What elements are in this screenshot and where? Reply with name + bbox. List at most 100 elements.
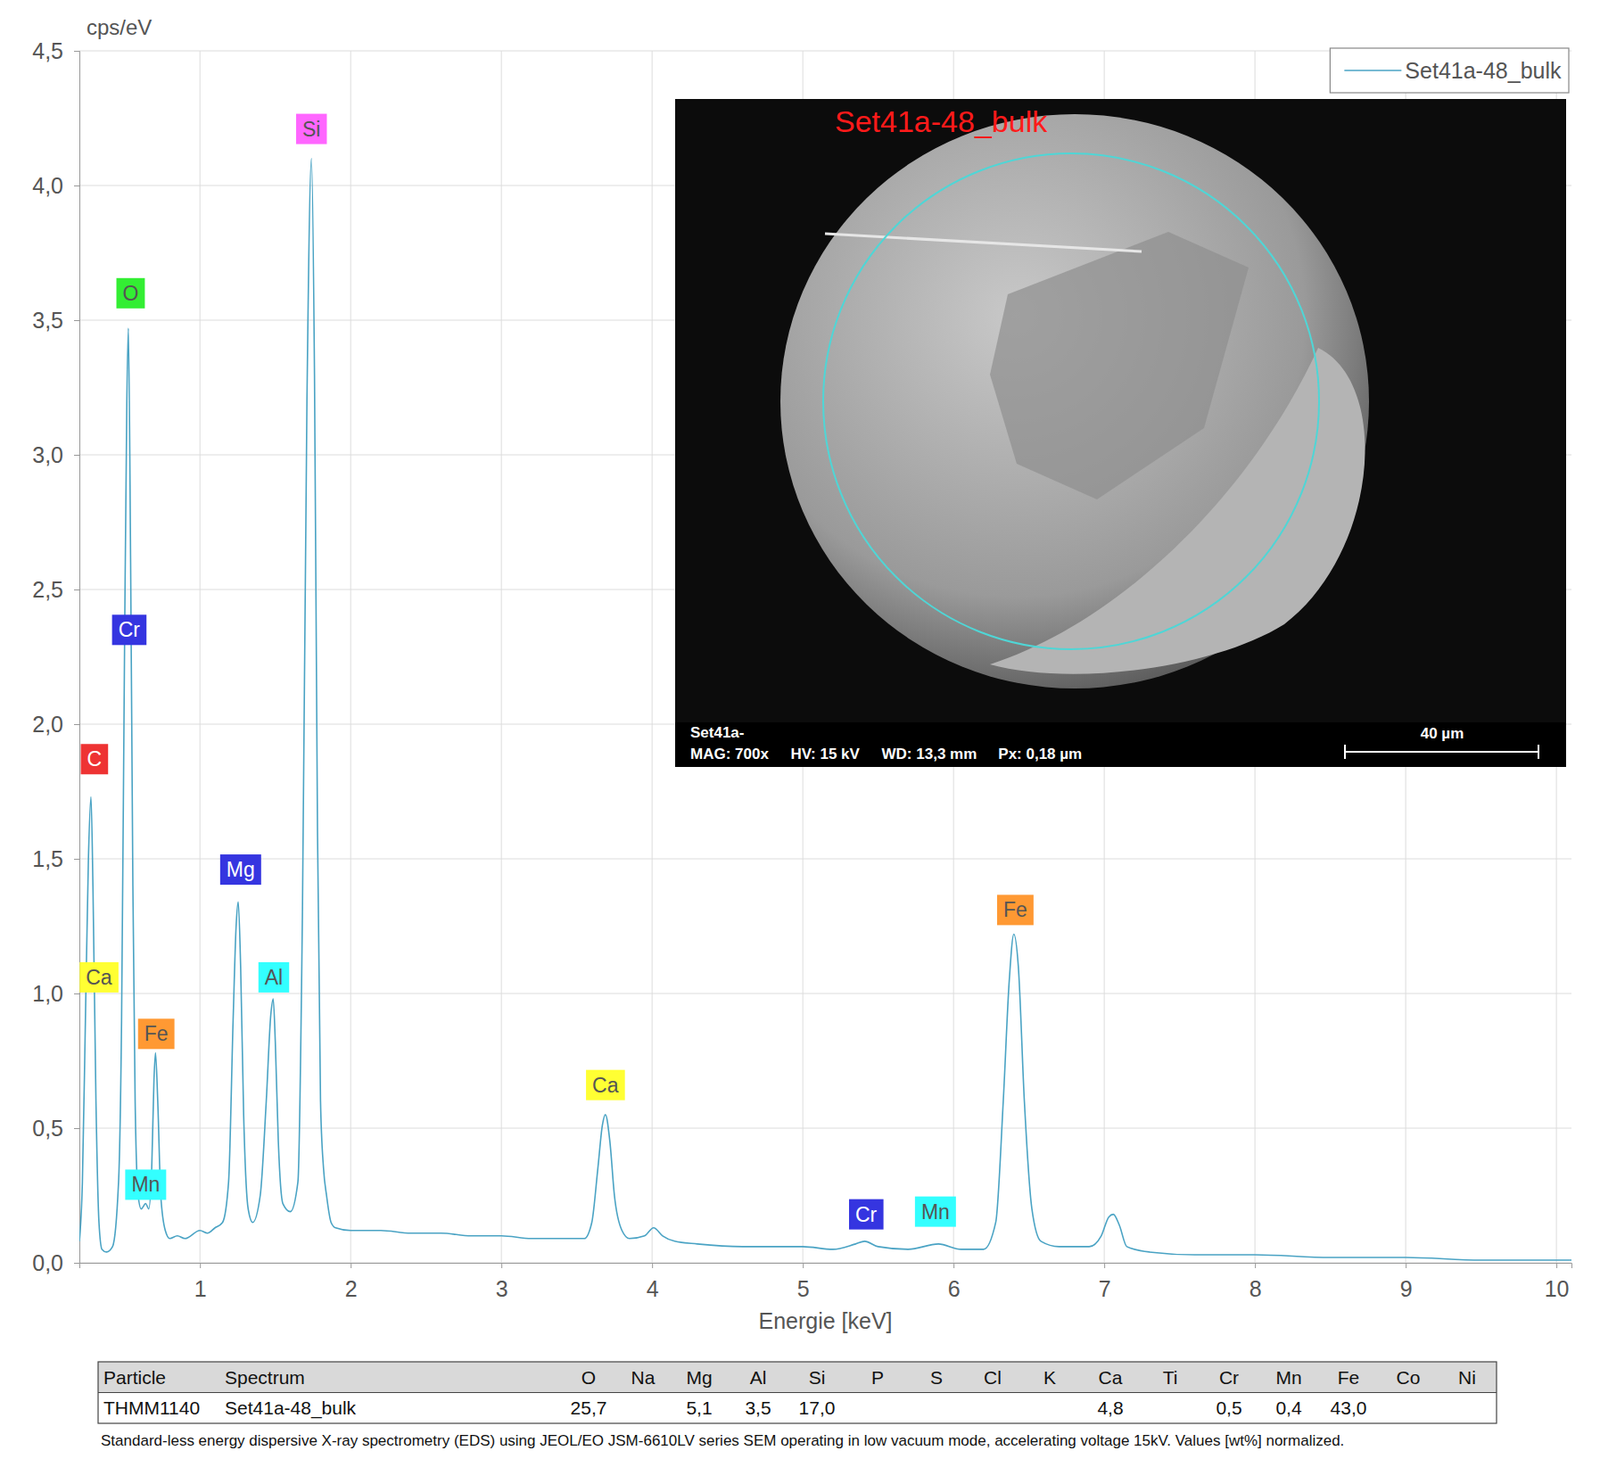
table-header-bg xyxy=(98,1361,1497,1394)
x-axis: 12345678910 xyxy=(80,1262,1573,1302)
x-tick-label: 10 xyxy=(1544,1276,1570,1302)
table-cell: 5,1 xyxy=(685,1397,712,1419)
particle xyxy=(780,114,1370,689)
peak-label-box xyxy=(585,1070,626,1101)
y-tick: 4,5 xyxy=(32,38,80,64)
x-tick-mark xyxy=(350,1262,352,1269)
y-tick-label: 1,5 xyxy=(32,846,64,872)
x-tick-label: 2 xyxy=(345,1276,358,1302)
peak-label-box xyxy=(124,1169,166,1200)
particle-texture xyxy=(989,231,1249,500)
x-tick: 1 xyxy=(194,1262,207,1302)
y-axis-line xyxy=(74,51,81,1264)
x-tick: 5 xyxy=(797,1262,810,1302)
peak-label-text: Mn xyxy=(131,1172,160,1196)
table-cell: 0,4 xyxy=(1275,1397,1303,1419)
peak-label: Mn xyxy=(124,1169,166,1200)
y-tick: 0,5 xyxy=(32,1115,80,1141)
peak-label: Mg xyxy=(220,854,262,885)
y-tick: 2,5 xyxy=(32,577,80,603)
inset-footer-item: Px: 0,18 µm xyxy=(997,745,1082,763)
y-tick: 3,0 xyxy=(32,442,80,468)
sem-inset: Set41a-48_bulkSet41a-MAG: 700xHV: 15 kVW… xyxy=(675,98,1567,768)
table-cell: 17,0 xyxy=(799,1397,836,1419)
inset-footer-item: WD: 13,3 mm xyxy=(882,745,978,763)
y-tick-mark xyxy=(74,454,80,456)
x-tick-mark xyxy=(1556,1262,1558,1269)
peak-label-text: Cr xyxy=(118,618,141,642)
peak-label-text: Al xyxy=(264,965,283,990)
table-row-line xyxy=(98,1392,1497,1394)
x-tick: 2 xyxy=(345,1262,358,1302)
x-grid-line xyxy=(350,50,352,1263)
peak-label-text: Mn xyxy=(921,1200,950,1224)
peak-label-box xyxy=(915,1196,957,1228)
y-tick-label: 2,0 xyxy=(32,711,64,737)
table-cell: THMM1140 xyxy=(103,1397,200,1419)
table-header: Cr xyxy=(1219,1367,1239,1388)
y-tick: 0,0 xyxy=(32,1250,80,1276)
legend-label: Set41a-48_bulk xyxy=(1404,57,1562,83)
y-tick-label: 0,0 xyxy=(32,1250,64,1276)
table-header: Ni xyxy=(1458,1367,1477,1388)
table-header: Cl xyxy=(983,1367,1002,1388)
x-tick-label: 1 xyxy=(194,1276,207,1302)
table-header: K xyxy=(1043,1367,1056,1388)
peak-label-text: Mg xyxy=(226,857,256,882)
inset-background xyxy=(675,98,1567,768)
y-axis: 0,00,51,01,52,02,53,03,54,04,5 xyxy=(32,38,80,1276)
x-axis-title: Energie [keV] xyxy=(758,1308,892,1334)
table-header: Mg xyxy=(685,1367,712,1388)
peak-label-text: Si xyxy=(302,117,321,141)
y-tick-mark xyxy=(74,320,80,322)
x-tick: 3 xyxy=(495,1262,509,1302)
x-tick-mark xyxy=(501,1262,503,1269)
table-header: Ca xyxy=(1098,1367,1123,1388)
peak-label: O xyxy=(116,278,146,309)
peak-label: Mn xyxy=(915,1196,957,1228)
x-tick: 10 xyxy=(1544,1262,1570,1302)
x-tick-mark xyxy=(953,1262,955,1269)
x-tick: 6 xyxy=(948,1262,961,1302)
peak-label-box xyxy=(138,1018,175,1049)
x-tick: 7 xyxy=(1098,1262,1112,1302)
scale-bar xyxy=(1344,744,1539,759)
legend: Set41a-48_bulk xyxy=(1329,48,1569,93)
peak-label-box xyxy=(81,743,109,775)
peak-label: Si xyxy=(296,114,327,145)
x-tick-mark xyxy=(1254,1262,1256,1269)
particle-edge xyxy=(824,233,1142,252)
peak-label-text: O xyxy=(123,281,140,306)
peak-label: Cr xyxy=(112,614,148,645)
table-cell: 3,5 xyxy=(744,1397,771,1419)
table-border xyxy=(98,1361,1497,1424)
peak-label: C xyxy=(81,743,109,775)
inset-footer-item: MAG: 700x xyxy=(690,745,769,763)
peak-label: Cr xyxy=(849,1199,884,1230)
table-header: Co xyxy=(1396,1367,1421,1388)
x-grid-line xyxy=(651,50,653,1263)
peak-label-box xyxy=(220,854,262,885)
peak-label-text: C xyxy=(87,747,103,771)
x-tick-mark xyxy=(802,1262,804,1269)
table-header: Si xyxy=(808,1367,826,1388)
y-tick-mark xyxy=(74,50,80,52)
caption: Standard-less energy dispersive X-ray sp… xyxy=(100,1432,1345,1450)
y-axis-title: cps/eV xyxy=(86,15,152,40)
x-tick-mark xyxy=(199,1262,201,1269)
table-header: Particle xyxy=(103,1367,166,1388)
table-cell: 43,0 xyxy=(1330,1397,1368,1419)
x-tick: 8 xyxy=(1249,1262,1262,1302)
peak-label-text: Cr xyxy=(855,1203,878,1227)
y-tick-label: 1,0 xyxy=(32,981,64,1007)
x-tick-mark xyxy=(1405,1262,1407,1269)
scale-bar-label: 40 µm xyxy=(1420,725,1465,743)
peak-label-text: Ca xyxy=(85,965,113,990)
x-tick-mark xyxy=(651,1262,653,1269)
table-header: Mn xyxy=(1275,1367,1302,1388)
x-axis-line xyxy=(80,1263,1573,1270)
peak-label: Ca xyxy=(585,1070,626,1101)
x-tick-label: 5 xyxy=(797,1276,810,1302)
table-cell: 4,8 xyxy=(1096,1397,1123,1419)
inset-footer-label: Set41a- xyxy=(690,724,744,742)
